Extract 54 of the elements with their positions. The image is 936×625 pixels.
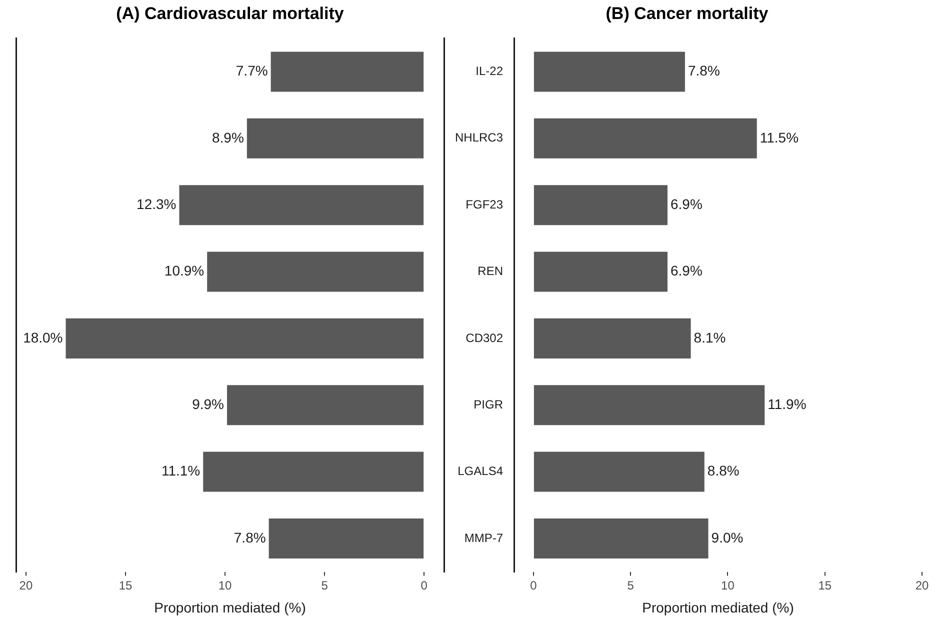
bar (268, 518, 424, 558)
data-label: 7.7% (236, 62, 268, 79)
bar (534, 452, 704, 492)
x-tick-label: 0 (530, 578, 538, 592)
bar (246, 118, 424, 158)
x-axis-title: Proportion mediated (%) (642, 599, 794, 616)
x-tick-label: 10 (218, 578, 232, 592)
bar (66, 318, 424, 358)
chart-title: (B) Cancer mortality (606, 4, 769, 23)
x-tick-label: 20 (915, 578, 929, 592)
data-label: 7.8% (688, 62, 720, 79)
x-tick-label: 15 (818, 578, 832, 592)
data-label: 9.0% (711, 529, 744, 546)
data-label: 11.5% (760, 129, 799, 146)
data-label: 6.9% (670, 196, 702, 212)
bar (534, 385, 765, 426)
bar (207, 252, 424, 292)
data-label: 7.8% (234, 529, 266, 546)
data-label: 11.9% (768, 396, 806, 412)
bar (227, 385, 424, 426)
bar (270, 52, 424, 92)
data-label: 18.0% (23, 329, 63, 346)
bar (179, 185, 424, 226)
bar (534, 185, 668, 226)
y-tick-label: IL-22 (476, 64, 504, 78)
y-tick-label: LGALS4 (458, 464, 504, 478)
y-tick-label: NHLRC3 (454, 130, 504, 145)
x-tick-label: 15 (118, 578, 132, 592)
data-label: 6.9% (670, 262, 702, 279)
x-tick-label: 0 (420, 578, 428, 592)
x-tick-label: 20 (19, 578, 33, 592)
bar (534, 252, 668, 292)
data-label: 12.3% (136, 196, 176, 212)
data-label: 10.9% (164, 262, 204, 279)
data-label: 8.1% (694, 329, 726, 346)
bar (534, 52, 685, 92)
x-tick-label: 5 (627, 578, 634, 592)
x-axis-title: Proportion mediated (%) (154, 599, 306, 616)
data-label: 8.9% (212, 129, 244, 146)
y-tick-label: MMP-7 (464, 530, 504, 545)
x-tick-label: 5 (321, 578, 328, 592)
y-tick-label: PIGR (474, 397, 504, 412)
y-tick-label: CD302 (466, 330, 504, 345)
bar (203, 452, 424, 492)
data-label: 9.9% (192, 396, 224, 412)
y-tick-label: FGF23 (466, 197, 504, 212)
bar (534, 118, 757, 158)
chart-title: (A) Cardiovascular mortality (116, 4, 344, 23)
data-label: 8.8% (707, 462, 740, 479)
bar (534, 518, 708, 558)
y-tick-label: REN (478, 264, 504, 278)
x-tick-label: 10 (721, 578, 735, 592)
data-label: 11.1% (161, 462, 200, 479)
bar (534, 318, 691, 358)
